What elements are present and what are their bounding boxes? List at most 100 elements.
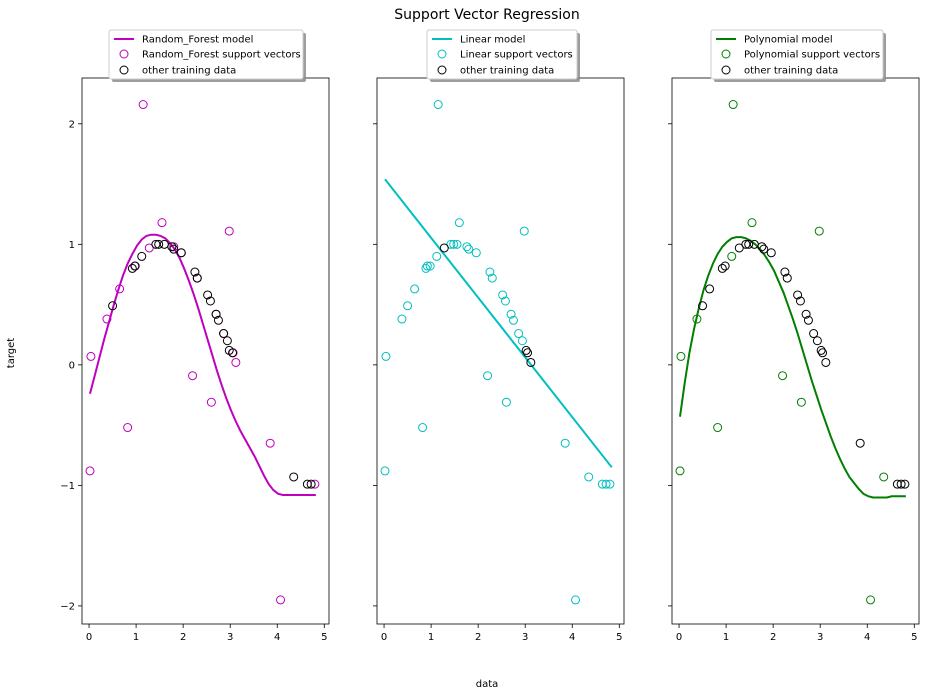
legend-support-swatch xyxy=(721,49,731,59)
training-data-point xyxy=(205,296,215,306)
support-vector-point xyxy=(517,336,527,346)
y-tick-label: 2 xyxy=(69,119,75,130)
legend-other-swatch xyxy=(437,65,447,75)
y-tick-label: −1 xyxy=(60,481,75,492)
subplot-polynomial: 0 1 2 3 4 5 Polynomial model Polynomial support… xyxy=(668,29,920,643)
training-data-point xyxy=(190,267,200,277)
y-tick-label: 0 xyxy=(69,360,75,371)
x-tick-label: 0 xyxy=(676,632,682,643)
figure-ylabel: target xyxy=(6,338,17,368)
legend-other-swatch xyxy=(119,65,129,75)
support-vector-point xyxy=(452,239,462,249)
axes-frame xyxy=(376,77,625,625)
support-vector-point xyxy=(432,251,442,261)
support-vector-point xyxy=(814,226,824,236)
support-vector-point xyxy=(462,242,472,252)
legend: Random_Forest model Random_Forest support… xyxy=(108,29,306,82)
support-vector-point xyxy=(418,423,428,433)
training-data-point xyxy=(855,438,865,448)
training-data-point xyxy=(705,284,715,294)
model-line xyxy=(89,233,316,497)
support-vector-point xyxy=(675,466,685,476)
support-vector-point xyxy=(464,244,474,254)
x-tick-label: 4 xyxy=(274,632,280,643)
y-tick-label: 1 xyxy=(69,240,75,251)
training-data-point xyxy=(219,329,229,339)
training-data-point xyxy=(154,239,164,249)
x-tick-label: 5 xyxy=(911,632,917,643)
figure-title: Support Vector Regression xyxy=(394,7,579,23)
support-vector-point xyxy=(410,284,420,294)
x-tick-label: 0 xyxy=(86,632,92,643)
legend: Linear model Linear support vectors other … xyxy=(426,29,580,82)
training-data-point xyxy=(176,248,186,258)
support-vector-point xyxy=(454,218,464,228)
support-vector-point xyxy=(560,438,570,448)
support-vector-point xyxy=(796,397,806,407)
x-tick-label: 5 xyxy=(616,632,622,643)
training-data-point xyxy=(192,273,202,283)
axes-frame xyxy=(671,77,920,625)
x-tick-label: 3 xyxy=(227,632,233,643)
x-tick-label: 2 xyxy=(770,632,776,643)
legend-support-swatch xyxy=(119,49,129,59)
support-vector-point xyxy=(86,351,96,361)
training-data-point xyxy=(108,301,118,311)
subplot-linear: 0 1 2 3 4 5 Linear model Linear support vectors… xyxy=(373,29,625,643)
training-data-point xyxy=(766,248,776,258)
training-data-point xyxy=(222,336,232,346)
support-vector-point xyxy=(692,314,702,324)
training-data-point xyxy=(211,309,221,319)
training-data-point xyxy=(130,261,140,271)
support-vector-point xyxy=(422,261,432,271)
support-vector-point xyxy=(433,100,443,110)
training-data-point xyxy=(213,315,223,325)
training-data-point xyxy=(167,242,177,252)
support-vector-point xyxy=(485,267,495,277)
axes-frame xyxy=(81,77,330,625)
training-data-point xyxy=(809,329,819,339)
x-tick-label: 3 xyxy=(522,632,528,643)
training-data-point xyxy=(306,479,316,489)
training-data-point xyxy=(159,239,169,249)
legend-other-swatch xyxy=(721,65,731,75)
training-data-point xyxy=(289,472,299,482)
x-tick-label: 0 xyxy=(381,632,387,643)
support-vector-point xyxy=(425,261,435,271)
legend: Polynomial model Polynomial support vecto… xyxy=(710,29,886,82)
training-data-point xyxy=(137,251,147,261)
support-vector-point xyxy=(381,351,391,361)
support-vector-point xyxy=(866,595,876,605)
training-data-point xyxy=(521,345,531,355)
support-vector-point xyxy=(728,100,738,110)
training-data-point xyxy=(127,263,137,273)
support-vector-point xyxy=(506,309,516,319)
legend-entry: Linear model xyxy=(460,35,525,46)
x-tick-label: 4 xyxy=(864,632,870,643)
training-data-point xyxy=(302,479,312,489)
legend-entry: other training data xyxy=(460,66,554,77)
support-vector-point xyxy=(206,397,216,407)
training-data-point xyxy=(744,239,754,249)
support-vector-point xyxy=(879,472,889,482)
training-data-point xyxy=(780,267,790,277)
support-vector-point xyxy=(397,314,407,324)
legend-entry: Polynomial support vectors xyxy=(744,50,880,61)
training-data-point xyxy=(439,243,449,253)
support-vector-point xyxy=(115,284,125,294)
support-vector-point xyxy=(224,226,234,236)
training-data-point xyxy=(698,301,708,311)
training-data-point xyxy=(812,336,822,346)
x-tick-label: 5 xyxy=(321,632,327,643)
support-vector-point xyxy=(380,466,390,476)
legend-box xyxy=(108,29,304,80)
support-vector-point xyxy=(276,595,286,605)
legend-entry: Polynomial model xyxy=(744,35,833,46)
support-vector-point xyxy=(508,315,518,325)
support-vector-point xyxy=(519,226,529,236)
support-vector-point xyxy=(501,397,511,407)
model-line xyxy=(384,178,613,468)
support-vector-point xyxy=(584,472,594,482)
